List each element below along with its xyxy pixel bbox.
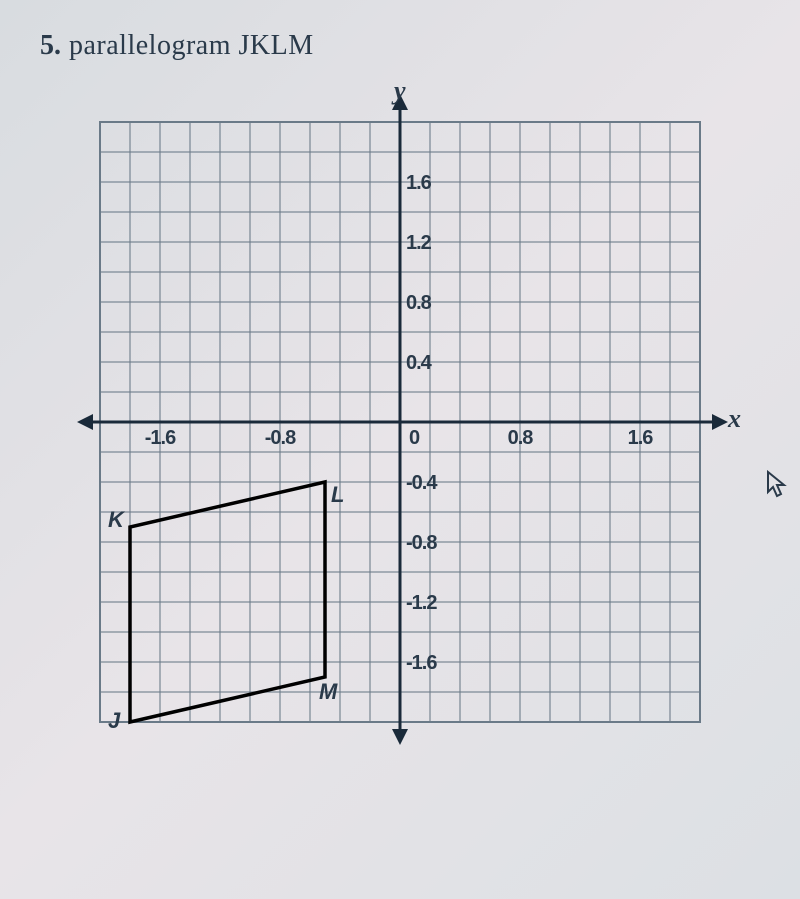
- vertex-M: M: [319, 679, 338, 704]
- svg-text:0: 0: [409, 427, 420, 449]
- question-title: 5. parallelogram JKLM: [40, 30, 760, 62]
- svg-text:0.8: 0.8: [406, 292, 432, 314]
- svg-text:1.6: 1.6: [628, 427, 654, 449]
- svg-text:-0.4: -0.4: [406, 472, 438, 494]
- svg-text:0.4: 0.4: [406, 352, 433, 374]
- vertex-K: K: [108, 507, 126, 532]
- y-axis-label: y: [394, 76, 406, 106]
- vertex-J: J: [108, 708, 121, 733]
- svg-text:-0.8: -0.8: [265, 427, 296, 449]
- cursor-icon: [766, 470, 790, 500]
- svg-text:1.2: 1.2: [406, 232, 432, 254]
- svg-text:-1.6: -1.6: [145, 427, 176, 449]
- question-text: parallelogram JKLM: [69, 30, 314, 62]
- svg-text:-1.2: -1.2: [406, 592, 437, 614]
- coordinate-grid: y x -1.6-0.80.81.601.61.20.80.4-0.4-0.8-…: [60, 82, 740, 802]
- svg-text:-1.6: -1.6: [406, 652, 437, 674]
- svg-text:-0.8: -0.8: [406, 532, 437, 554]
- svg-text:0.8: 0.8: [508, 427, 534, 449]
- x-axis-label: x: [728, 404, 741, 434]
- svg-text:1.6: 1.6: [406, 172, 432, 194]
- grid-svg: -1.6 -0.8 0.8 1.6 0 1.6 1.2 0.8 0.4 -0.4 -0.8 -1.2 -…: [60, 82, 740, 762]
- question-number: 5.: [40, 30, 61, 62]
- vertex-L: L: [331, 482, 344, 507]
